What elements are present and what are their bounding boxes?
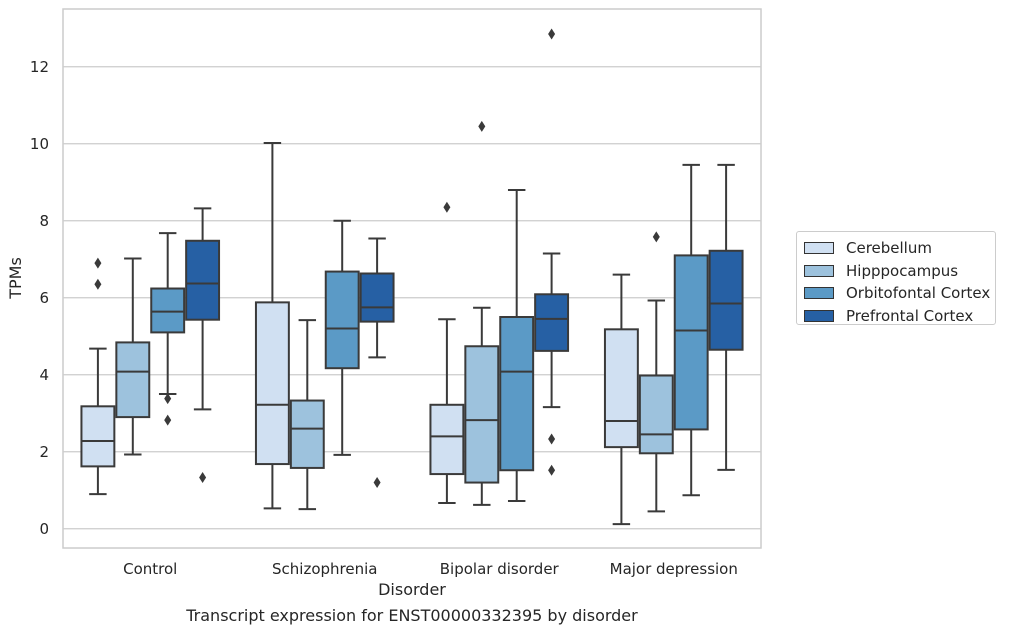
iqr-box	[150, 287, 186, 334]
box-prefrontal-cortex	[185, 207, 221, 484]
box-hipppocampus	[289, 319, 325, 511]
x-tick-label: Major depression	[610, 560, 738, 578]
plot-frame	[62, 8, 762, 549]
box-hipppocampus	[115, 257, 151, 456]
iqr-box	[359, 272, 395, 323]
iqr-box	[115, 341, 151, 419]
iqr-box	[80, 405, 116, 468]
iqr-box	[499, 316, 535, 472]
legend-swatch-hippocampus	[804, 264, 834, 277]
legend-item: Hipppocampus	[797, 260, 995, 283]
iqr-box	[185, 239, 221, 321]
iqr-box	[254, 301, 290, 466]
legend-swatch-prefrontal	[804, 310, 834, 323]
iqr-box	[534, 293, 570, 352]
outlier-point	[94, 257, 102, 269]
outlier-point	[94, 278, 102, 290]
y-tick-label: 10	[30, 135, 49, 153]
y-tick-label: 2	[39, 443, 49, 461]
iqr-box	[638, 374, 674, 455]
box-hipppocampus	[464, 120, 500, 506]
legend-item: Cerebellum	[797, 237, 995, 260]
iqr-box	[673, 254, 709, 431]
outlier-point	[443, 201, 451, 213]
legend-label: Hipppocampus	[846, 261, 959, 280]
legend-item: Orbitofontal Cortex	[797, 282, 995, 305]
iqr-box	[464, 345, 500, 484]
legend-item: Prefrontal Cortex	[797, 305, 995, 328]
outlier-point	[548, 433, 556, 445]
legend-label: Orbitofontal Cortex	[846, 284, 991, 303]
box-prefrontal-cortex	[359, 237, 395, 489]
box-cerebellum	[603, 273, 639, 526]
legend-swatch-orbitofrontal	[804, 287, 834, 300]
legend: Cerebellum Hipppocampus Orbitofontal Cor…	[796, 231, 996, 325]
iqr-box	[289, 399, 325, 469]
x-axis-ticks: Control Schizophrenia Bipolar disorder Majo…	[123, 560, 738, 578]
box-prefrontal-cortex	[708, 163, 744, 471]
box-hipppocampus	[638, 231, 674, 513]
x-tick-label: Control	[123, 560, 177, 578]
iqr-box	[603, 328, 639, 449]
legend-swatch-cerebellum	[804, 242, 834, 255]
box-orbitofontal-cortex	[324, 219, 360, 456]
outlier-point	[652, 231, 660, 243]
y-tick-label: 12	[30, 58, 49, 76]
box-cerebellum	[254, 141, 290, 510]
box-orbitofontal-cortex	[673, 163, 709, 497]
iqr-box	[708, 249, 744, 351]
box-orbitofontal-cortex	[499, 188, 535, 503]
box-orbitofontal-cortex	[150, 232, 186, 426]
chart-caption: Transcript expression for ENST0000033239…	[186, 606, 638, 625]
x-tick-label: Schizophrenia	[272, 560, 377, 578]
outlier-point	[548, 464, 556, 476]
outlier-point	[373, 477, 381, 489]
y-tick-label: 0	[39, 520, 49, 538]
x-axis-title: Disorder	[378, 580, 446, 599]
box-prefrontal-cortex	[534, 28, 570, 476]
outlier-point	[164, 393, 172, 405]
y-tick-label: 4	[39, 366, 49, 384]
plot-boxes	[80, 28, 744, 526]
outlier-point	[478, 120, 486, 132]
y-tick-label: 6	[39, 289, 49, 307]
y-tick-label: 8	[39, 212, 49, 230]
legend-label: Prefrontal Cortex	[846, 307, 974, 326]
outlier-point	[164, 414, 172, 426]
legend-label: Cerebellum	[846, 239, 932, 258]
iqr-box	[324, 270, 360, 370]
box-cerebellum	[80, 257, 116, 496]
box-cerebellum	[429, 201, 465, 504]
iqr-box	[429, 403, 465, 476]
x-tick-label: Bipolar disorder	[440, 560, 560, 578]
outlier-point	[199, 472, 207, 484]
y-axis-ticks: 0 2 4 6 8 10 12	[30, 58, 49, 538]
outlier-point	[548, 28, 556, 40]
y-axis-title: TPMs	[6, 257, 25, 300]
